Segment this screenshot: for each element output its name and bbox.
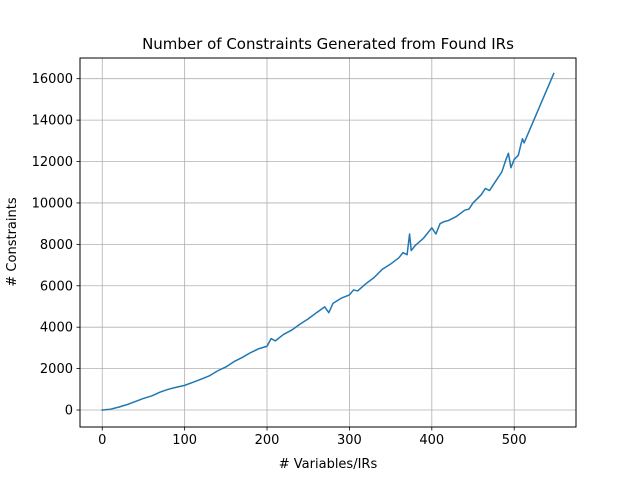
- x-axis-ticks: 0 100 200 300 400 500: [98, 427, 527, 448]
- y-tick-label: 6000: [40, 279, 73, 294]
- plot-frame: [79, 57, 577, 428]
- series-line: [101, 72, 555, 411]
- y-tick-label: 10000: [32, 196, 73, 211]
- y-grid: [80, 78, 576, 411]
- y-tick-label: 0: [65, 404, 73, 419]
- chart-title: Number of Constraints Generated from Fou…: [142, 35, 514, 53]
- series-layer: [101, 72, 555, 411]
- y-axis-title: # Constraints: [5, 197, 20, 286]
- y-axis-ticks: 0 2000 4000 6000 8000 10000 12000 14000 16000: [32, 72, 80, 419]
- y-tick-label: 12000: [32, 155, 73, 170]
- x-tick-label: 500: [502, 433, 527, 448]
- x-tick-label: 100: [172, 433, 197, 448]
- y-tick-label: 14000: [32, 114, 73, 129]
- x-tick-label: 0: [98, 433, 106, 448]
- x-grid: [101, 58, 515, 427]
- y-tick-label: 16000: [32, 72, 73, 87]
- x-tick-label: 200: [255, 433, 280, 448]
- x-axis-title: # Variables/IRs: [279, 457, 378, 472]
- y-tick-label: 4000: [40, 321, 73, 336]
- y-tick-label: 2000: [40, 362, 73, 377]
- x-tick-label: 400: [419, 433, 444, 448]
- y-tick-label: 8000: [40, 238, 73, 253]
- x-tick-label: 300: [337, 433, 362, 448]
